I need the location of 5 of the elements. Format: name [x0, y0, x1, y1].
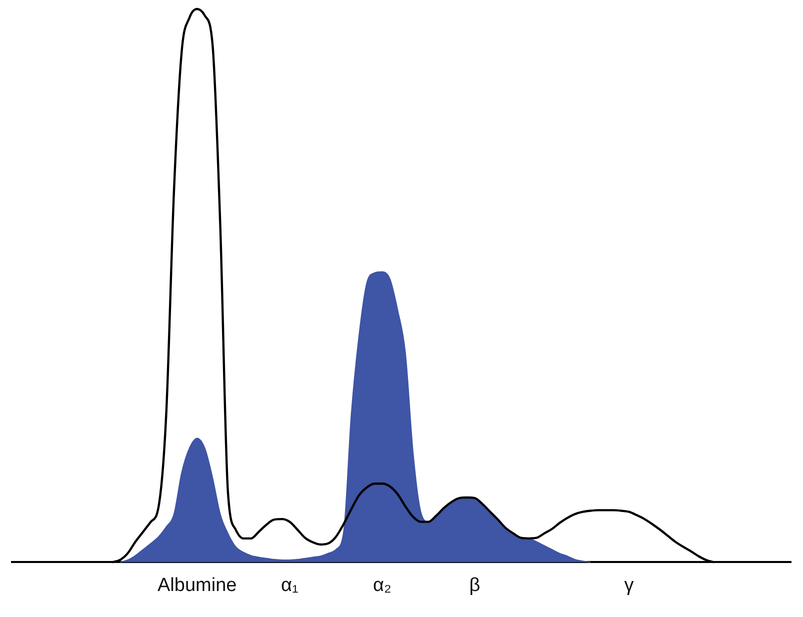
x-tick-label: β [469, 574, 480, 596]
x-tick-label: γ [624, 574, 634, 596]
x-tick-label: α₁ [280, 574, 298, 596]
x-tick-label: Albumine [158, 574, 237, 596]
x-tick-label: α₂ [373, 574, 392, 596]
